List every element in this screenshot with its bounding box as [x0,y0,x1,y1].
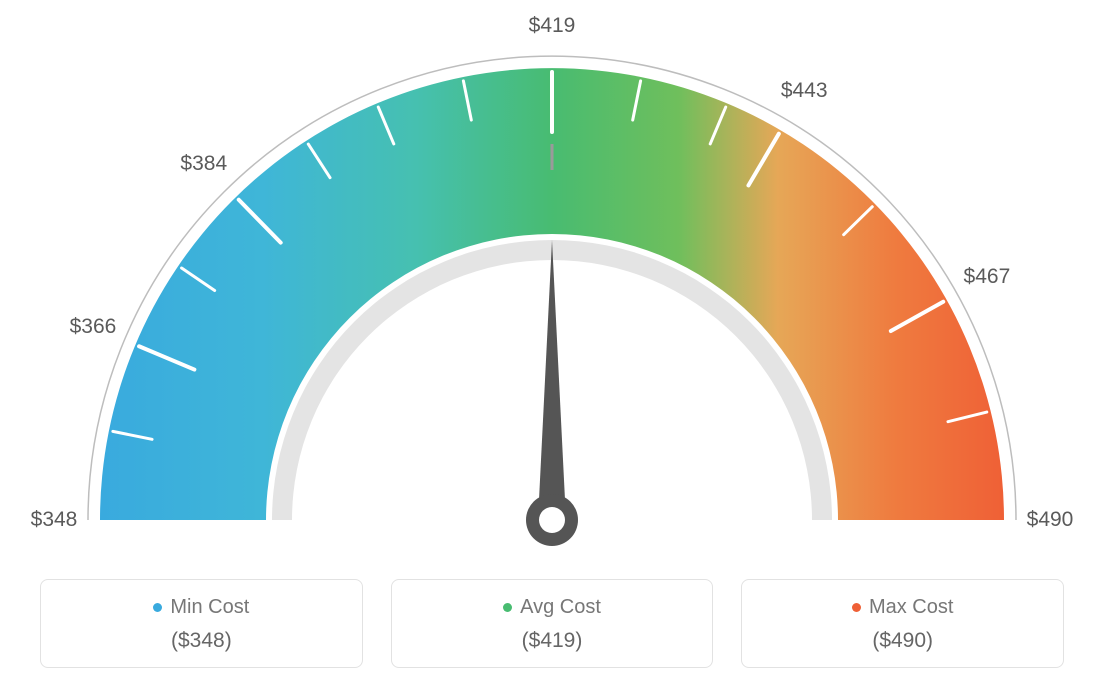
legend-card-min: Min Cost ($348) [40,579,363,668]
gauge-chart: $348 $366 $384 $419 $443 $467 $490 [0,0,1104,560]
gauge-tick-label: $384 [180,152,227,176]
legend-dot-max [852,603,861,612]
legend-dot-min [153,603,162,612]
legend-dot-avg [503,603,512,612]
gauge-svg [0,0,1104,560]
legend-label-avg: Avg Cost [520,596,601,619]
legend-label-min: Min Cost [170,596,249,619]
cost-gauge-widget: $348 $366 $384 $419 $443 $467 $490 Min Cost ($… [0,0,1104,690]
legend-card-avg: Avg Cost ($419) [391,579,714,668]
gauge-tick-label: $366 [70,315,117,339]
legend-value-min: ($348) [51,629,352,653]
gauge-tick-label: $443 [781,79,828,103]
gauge-tick-label: $467 [964,265,1011,289]
legend-label-max: Max Cost [869,596,953,619]
legend-value-max: ($490) [752,629,1053,653]
gauge-tick-label: $490 [1027,508,1074,532]
legend-title-avg: Avg Cost [503,596,601,619]
gauge-tick-label: $348 [31,508,78,532]
legend-card-max: Max Cost ($490) [741,579,1064,668]
gauge-tick-label: $419 [529,14,576,38]
legend-title-min: Min Cost [153,596,249,619]
legend-title-max: Max Cost [852,596,953,619]
legend-value-avg: ($419) [402,629,703,653]
legend-row: Min Cost ($348) Avg Cost ($419) Max Cost… [40,579,1064,668]
